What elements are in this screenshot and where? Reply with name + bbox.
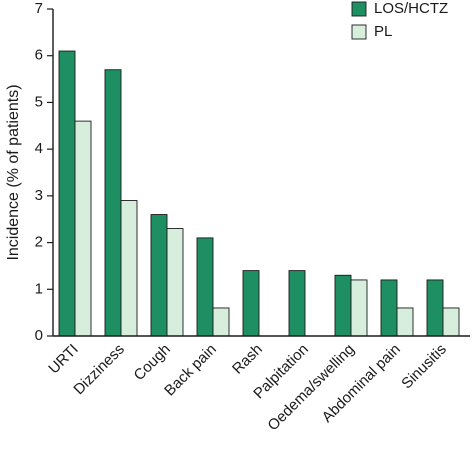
bar-pl-oedema-swelling bbox=[350, 279, 368, 337]
bar-pl-dizziness bbox=[120, 200, 138, 337]
bar-los-hctz-back-pain bbox=[196, 237, 214, 337]
y-tick-label: 0 bbox=[35, 327, 43, 344]
y-tick-label: 2 bbox=[35, 234, 43, 251]
legend-swatch-los-hctz bbox=[351, 1, 367, 17]
legend: LOS/HCTZ PL bbox=[351, 0, 448, 40]
bar-los-hctz-rash bbox=[242, 270, 260, 337]
bar-los-hctz-palpitation bbox=[288, 270, 306, 337]
legend-swatch-pl bbox=[351, 24, 367, 40]
bar-pl-back-pain bbox=[212, 307, 230, 337]
x-category-label: URTI bbox=[45, 341, 82, 378]
x-category-label: Dizziness bbox=[70, 341, 127, 398]
bar-los-hctz-cough bbox=[150, 214, 168, 337]
axes-group bbox=[52, 9, 470, 337]
y-tick-label: 1 bbox=[35, 280, 43, 297]
bars-group bbox=[58, 50, 460, 337]
bar-pl-cough bbox=[166, 228, 184, 337]
legend-label-los-hctz: LOS/HCTZ bbox=[374, 0, 448, 17]
bar-pl-sinusitis bbox=[442, 307, 460, 337]
bar-los-hctz-urti bbox=[58, 50, 76, 337]
y-tick-label: 6 bbox=[35, 47, 43, 64]
y-axis-label: Incidence (% of patients) bbox=[5, 84, 22, 260]
x-category-label: Rash bbox=[229, 341, 266, 378]
bar-los-hctz-dizziness bbox=[104, 69, 122, 337]
bar-los-hctz-oedema-swelling bbox=[334, 274, 352, 337]
bar-los-hctz-sinusitis bbox=[426, 279, 444, 337]
y-ticks-group: 0 1 2 3 4 5 6 7 bbox=[35, 0, 53, 344]
x-category-label: Cough bbox=[131, 341, 174, 384]
x-category-label: Abdominal pain bbox=[319, 341, 404, 426]
y-tick-label: 7 bbox=[35, 0, 43, 17]
y-tick-label: 3 bbox=[35, 187, 43, 204]
bar-pl-abdominal-pain bbox=[396, 307, 414, 337]
x-category-label: Sinusitis bbox=[398, 341, 450, 393]
bar-pl-urti bbox=[74, 120, 92, 337]
legend-label-pl: PL bbox=[374, 23, 392, 40]
y-tick-label: 4 bbox=[35, 140, 43, 157]
y-tick-label: 5 bbox=[35, 93, 43, 110]
bar-los-hctz-abdominal-pain bbox=[380, 279, 398, 337]
